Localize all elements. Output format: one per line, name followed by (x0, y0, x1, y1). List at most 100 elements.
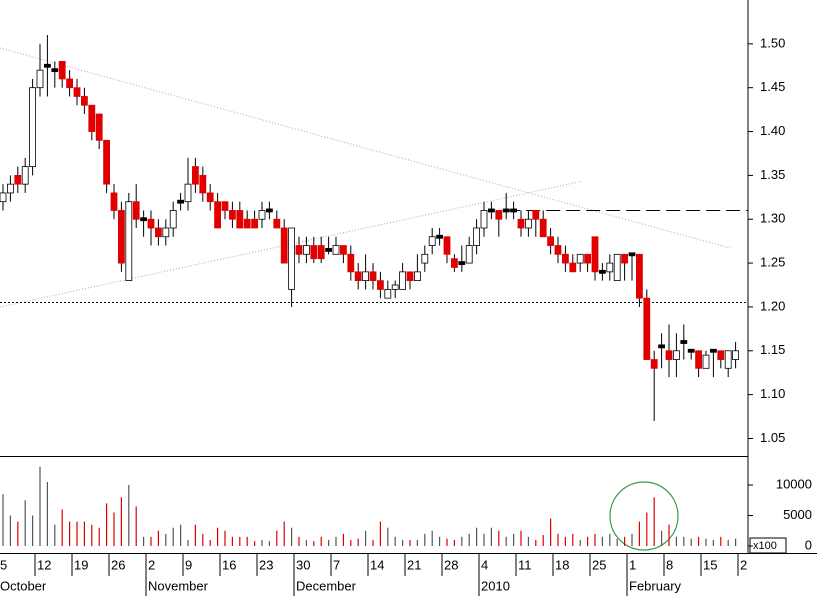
candle-body (36, 69, 44, 89)
candle-body (273, 218, 281, 229)
volume-unit: x100 (753, 540, 777, 552)
x-tick-label: 28 (444, 557, 458, 572)
candle-body (221, 201, 229, 211)
candle-body (547, 236, 554, 246)
candle-body (628, 252, 636, 257)
trend-line (0, 47, 731, 249)
candle-body (0, 192, 7, 203)
candle-body (658, 344, 665, 349)
candle-body (302, 245, 310, 255)
x-tick-label: 2 (740, 557, 747, 572)
candle-body (487, 208, 495, 213)
candle-body (680, 340, 688, 344)
x-tick-label: 7 (333, 557, 340, 572)
candle-body (732, 350, 739, 360)
x-tick-label: 23 (259, 557, 273, 572)
candle-body (184, 183, 192, 203)
candle-body (177, 199, 185, 204)
y-tick-label: 1.30 (760, 211, 785, 226)
candle-body (362, 271, 370, 282)
candle-body (214, 201, 222, 229)
x-tick-label: 30 (296, 557, 310, 572)
candle-body (554, 245, 562, 255)
candle-body (376, 280, 384, 290)
candle-body (724, 350, 732, 369)
candle-body (562, 253, 569, 264)
candle-body (14, 174, 22, 185)
candle-body (206, 192, 214, 203)
candle-body (436, 234, 444, 239)
candle-body (21, 166, 29, 185)
x-tick-label: 2 (148, 557, 155, 572)
candle-body (406, 271, 414, 282)
highlight-circle (609, 481, 679, 551)
candle-body (399, 271, 407, 290)
candle-body (162, 227, 170, 238)
candle-body (502, 208, 510, 213)
candle-body (458, 261, 466, 265)
candle-body (347, 253, 355, 273)
candle-body (665, 350, 673, 360)
candle-body (717, 350, 725, 360)
candle-body (228, 210, 236, 220)
candle-body (199, 174, 207, 194)
x-tick-label: 15 (703, 557, 717, 572)
candle-body (169, 210, 177, 229)
candle-body (29, 87, 37, 168)
trend-line (0, 180, 584, 308)
candle-body (44, 63, 51, 68)
candle-body (584, 253, 591, 264)
candle-body (325, 248, 333, 252)
candle-body (532, 210, 540, 220)
x-tick-label: 14 (370, 557, 384, 572)
candle-body (465, 245, 473, 264)
x-tick-label: 25 (592, 557, 606, 572)
x-tick-label: 11 (518, 557, 532, 572)
y-tick-label: 1.35 (760, 167, 785, 182)
y-tick-label: 1.45 (760, 79, 785, 94)
candle-body (621, 253, 628, 264)
candle-body (643, 297, 651, 360)
x-tick-label: 1 (629, 557, 636, 572)
candle-body (576, 253, 584, 264)
candle-body (569, 262, 577, 273)
candle-body (695, 350, 702, 369)
candle-body (369, 271, 377, 282)
candle-body (428, 236, 436, 246)
candle-body (243, 218, 251, 229)
candle-body (258, 210, 266, 220)
candle-body (525, 218, 532, 229)
candle-body (147, 218, 155, 229)
x-tick-label: 18 (555, 557, 569, 572)
x-tick-label: 12 (37, 557, 51, 572)
x-tick-label: 19 (74, 557, 88, 572)
candle-body (103, 139, 110, 185)
candle-body (51, 68, 59, 73)
candle-body (95, 113, 103, 141)
candle-body (480, 210, 488, 229)
candle-body (539, 218, 547, 238)
y-tick-label: 1.05 (760, 430, 785, 445)
period-label: February (629, 578, 682, 593)
candle-body (295, 245, 303, 255)
y-tick-label: 5000 (783, 507, 812, 522)
x-tick-label: 9 (185, 557, 192, 572)
candle-body (265, 208, 273, 213)
candle-body (73, 87, 81, 97)
candle-body (332, 245, 340, 255)
candle-body (280, 227, 288, 264)
candle-body (450, 258, 458, 268)
candle-body (251, 218, 259, 229)
candle-body (384, 288, 392, 299)
candle-body (702, 354, 710, 369)
candle-body (339, 245, 347, 255)
candle-body (673, 350, 680, 360)
y-tick-label: 10000 (776, 476, 812, 491)
candle-body (443, 236, 451, 255)
candle-body (154, 227, 162, 238)
candle-body (613, 253, 621, 282)
candle-body (473, 227, 481, 246)
candle-body (636, 253, 643, 299)
candle-body (510, 208, 518, 213)
